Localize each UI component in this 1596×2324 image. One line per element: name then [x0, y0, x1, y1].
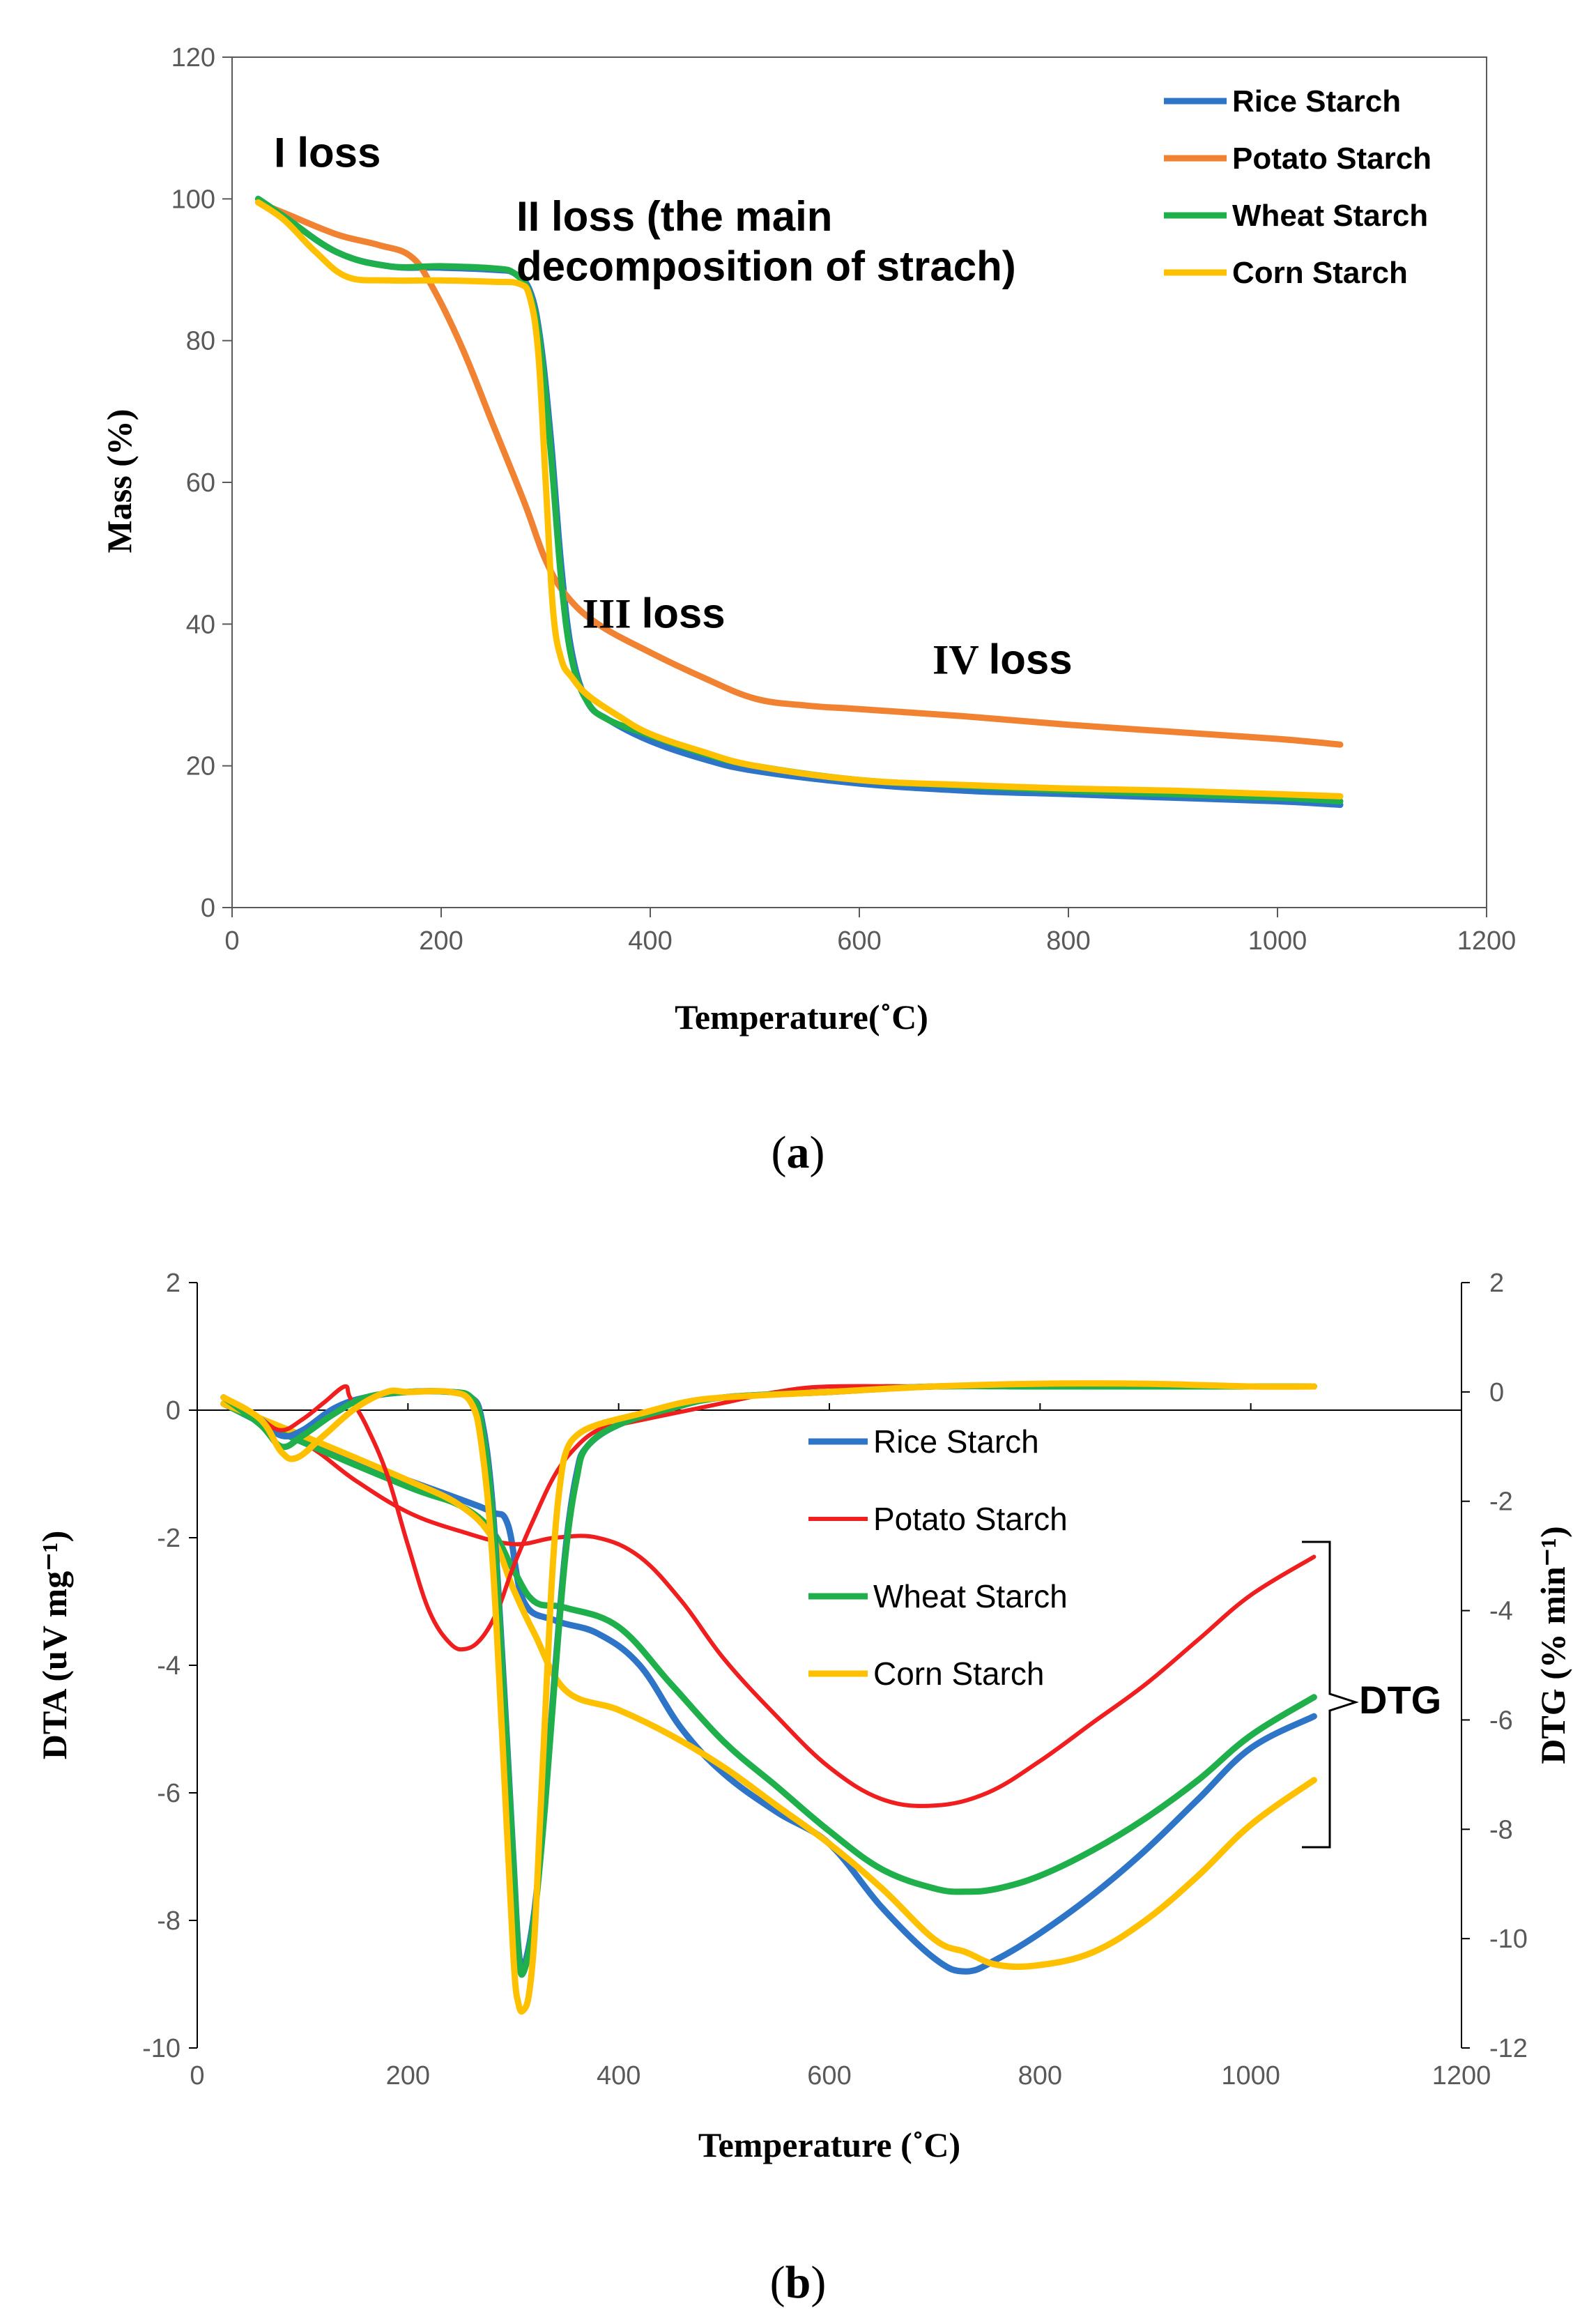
y-tick-label: 0 — [166, 1396, 181, 1425]
annotation-label: I loss — [274, 130, 381, 176]
x-tick-label: 600 — [837, 926, 881, 956]
x-tick-label: 400 — [597, 2061, 640, 2090]
series-line-corn-starch-dtg — [220, 1380, 1317, 2015]
y-tick-label: 20 — [186, 752, 215, 781]
x-tick-label: 0 — [224, 926, 239, 956]
legend-label: Potato Starch — [873, 1501, 1068, 1537]
x-tick-label: 200 — [386, 2061, 430, 2090]
annotation-label: III loss — [583, 590, 726, 636]
panel-b-xlabel: Temperature (˚C) — [698, 2125, 960, 2164]
series-line-rice-starch — [220, 1400, 1317, 1975]
y2-tick-label: 2 — [1489, 1269, 1504, 1298]
y2-tick-label: -4 — [1489, 1597, 1513, 1626]
x-tick-label: 200 — [419, 926, 463, 956]
legend-label: Corn Starch — [1232, 256, 1408, 290]
x-tick-label: 1200 — [1432, 2061, 1491, 2090]
y-tick-label: 100 — [171, 185, 215, 214]
y-tick-label: 120 — [171, 43, 215, 72]
x-tick-label: 1000 — [1248, 926, 1307, 956]
panel-a-series-group — [255, 195, 1344, 809]
x-tick-label: 800 — [1018, 2061, 1062, 2090]
panel-b-series-group — [220, 1380, 1317, 2015]
annotation-label: decomposition of strach) — [516, 243, 1016, 289]
legend-label: Wheat Starch — [1232, 199, 1428, 233]
y2-tick-label: -8 — [1489, 1815, 1513, 1844]
legend-label: Corn Starch — [873, 1656, 1044, 1692]
series-line-corn-starch — [220, 1400, 1317, 1970]
y2-tick-label: -10 — [1489, 1925, 1528, 1954]
panel-b-legend: Rice Starch Potato Starch Wheat Starch Corn… — [808, 1423, 1068, 1692]
panel-b-axes: -10 -8 -6 -4 -2 0 2 -12 -10 -8 -6 -4 -2 0 2 0 200 400 600 8… — [142, 1269, 1528, 2090]
y2-tick-label: 0 — [1489, 1378, 1504, 1407]
series-line-rice-starch — [255, 195, 1344, 809]
dtg-bracket — [1302, 1541, 1359, 1849]
y2-tick-label: -12 — [1489, 2034, 1528, 2063]
y-tick-label: -6 — [157, 1779, 181, 1808]
x-tick-label: 600 — [807, 2061, 851, 2090]
dtg-annotation-label: DTG — [1359, 1678, 1441, 1722]
annotation-label: II loss (the main — [516, 193, 832, 240]
y2-tick-label: -6 — [1489, 1706, 1513, 1735]
panel-a-legend: Rice Starch Potato Starch Wheat Starch Corn… — [1164, 84, 1432, 290]
y-tick-label: 0 — [201, 894, 215, 923]
panel-a-xlabel: Temperature(˚C) — [675, 997, 928, 1037]
panel-a-ylabel: Mass (%) — [100, 409, 139, 553]
annotation-label: IV loss — [933, 636, 1073, 683]
x-tick-label: 1000 — [1221, 2061, 1280, 2090]
y2-tick-label: -2 — [1489, 1488, 1513, 1517]
series-line-potato-starch — [221, 1401, 1317, 1808]
dtg-bracket-shape — [1302, 1541, 1359, 1849]
panel-b-ylabel-left: DTA (uV mg⁻¹) — [35, 1531, 74, 1759]
y-tick-label: 80 — [186, 327, 215, 356]
series-line-potato-starch-dtg — [221, 1382, 1317, 1652]
x-tick-label: 800 — [1046, 926, 1090, 956]
y-tick-label: 60 — [186, 468, 215, 498]
legend-label: Rice Starch — [1232, 84, 1401, 119]
y-tick-label: 40 — [186, 610, 215, 639]
y-tick-label: 2 — [166, 1269, 181, 1298]
y-tick-label: -8 — [157, 1906, 181, 1936]
y-tick-label: -2 — [157, 1524, 181, 1553]
x-tick-label: 400 — [628, 926, 672, 956]
panel-b-label: (b) — [770, 2257, 827, 2308]
legend-label: Rice Starch — [873, 1423, 1039, 1460]
panel-b-chart: -10 -8 -6 -4 -2 0 2 -12 -10 -8 -6 -4 -2 0 2 0 200 400 600 8… — [35, 1269, 1572, 2308]
x-tick-label: 0 — [190, 2061, 204, 2090]
legend-label: Wheat Starch — [873, 1578, 1068, 1614]
y-tick-label: -10 — [142, 2034, 181, 2063]
x-tick-label: 1200 — [1457, 926, 1517, 956]
panel-b-ylabel-right: DTG (% min⁻¹) — [1533, 1526, 1572, 1764]
legend-label: Potato Starch — [1232, 142, 1432, 176]
panel-a-label: (a) — [772, 1127, 825, 1178]
y-tick-label: -4 — [157, 1651, 181, 1681]
series-line-potato-starch — [255, 199, 1344, 748]
series-line-corn-starch — [255, 199, 1344, 800]
